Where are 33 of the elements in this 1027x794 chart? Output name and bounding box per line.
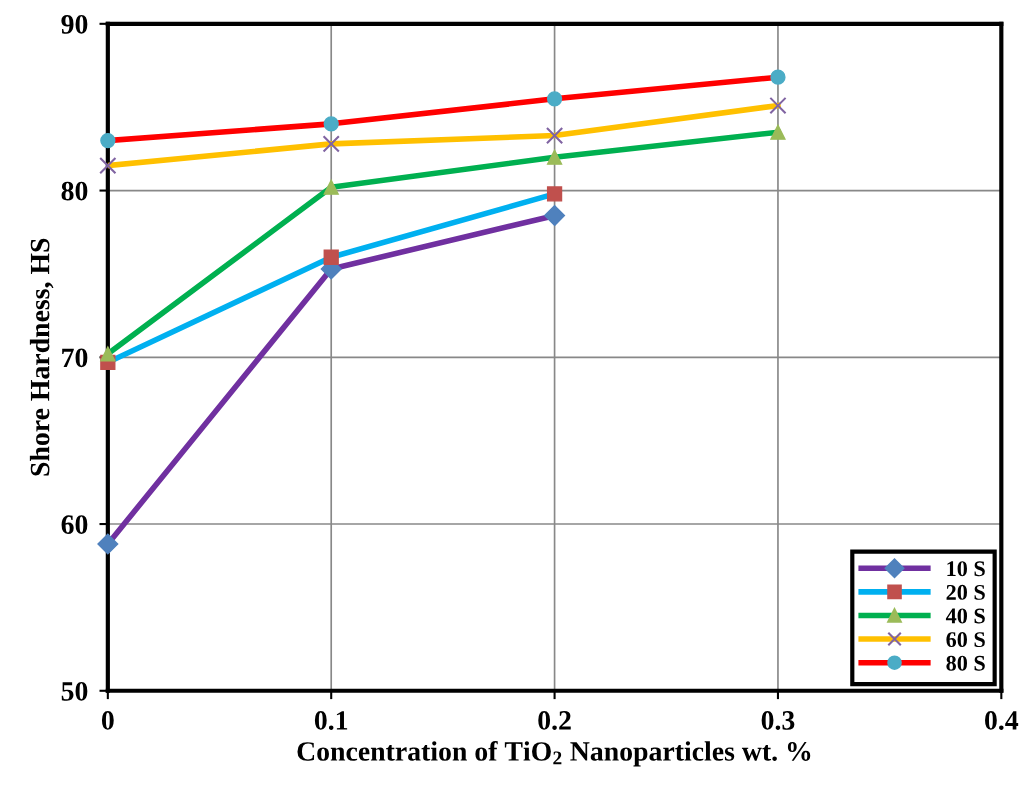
- y-axis-title: Shore Hardness, HS: [29, 238, 54, 476]
- point: [769, 96, 787, 115]
- point: [770, 69, 786, 85]
- legend-label: 40 S: [945, 608, 985, 624]
- legend-label: 10 S: [947, 561, 985, 577]
- legend-label: 80 S: [946, 655, 985, 671]
- point: [99, 156, 117, 175]
- y-tick-label: 90: [61, 14, 88, 34]
- point: [323, 249, 339, 265]
- x-tick-label: 0.2: [538, 711, 571, 730]
- x-tick-label: 0.3: [761, 711, 795, 730]
- point: [544, 205, 566, 227]
- x-tick-label: 0.4: [985, 711, 1019, 730]
- point: [323, 116, 339, 132]
- y-tick-label: 50: [61, 681, 88, 701]
- y-tick-label: 80: [61, 181, 88, 201]
- point: [100, 132, 116, 149]
- y-tick-label: 60: [61, 515, 88, 534]
- point: [770, 124, 786, 140]
- point: [546, 186, 563, 202]
- legend-label: 20 S: [946, 584, 985, 600]
- x-axis-title: Concentration of TiO$_{2}$ Nanoparticles wt. %: [297, 740, 811, 767]
- x-tick-label: 0.1: [314, 711, 348, 730]
- legend-label: 60 S: [946, 632, 985, 648]
- y-tick-label: 70: [62, 348, 88, 368]
- point: [546, 91, 563, 107]
- x-tick-label: 0: [101, 711, 114, 730]
- point: [97, 533, 119, 555]
- point: [323, 179, 339, 195]
- point: [322, 135, 340, 153]
- point: [545, 126, 564, 145]
- point: [100, 346, 116, 362]
- point: [546, 149, 563, 165]
